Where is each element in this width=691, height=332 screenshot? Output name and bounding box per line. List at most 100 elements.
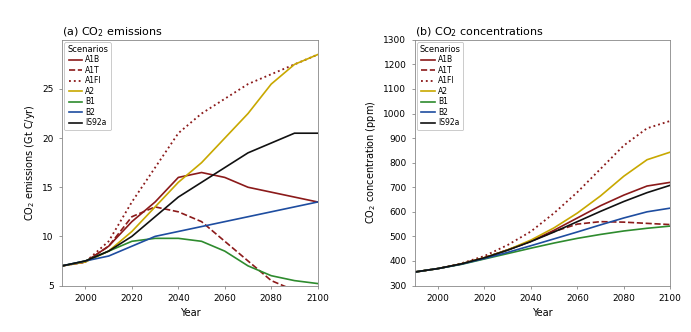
B1 — [82, 259, 90, 263]
B2 — [480, 257, 489, 261]
IS92a — [527, 240, 535, 244]
IS92a — [620, 200, 628, 204]
A1B — [198, 171, 206, 175]
B1 — [410, 270, 419, 274]
A1FI — [267, 72, 276, 76]
A1B — [480, 256, 489, 260]
Line: A1T: A1T — [415, 222, 670, 272]
A1T — [410, 270, 419, 274]
Text: (b) CO$_2$ concentrations: (b) CO$_2$ concentrations — [415, 26, 544, 40]
A1FI — [666, 119, 674, 123]
A1T — [314, 293, 322, 297]
A1B — [174, 175, 182, 179]
A1B — [244, 185, 252, 189]
B1 — [574, 236, 582, 240]
IS92a — [82, 259, 90, 263]
A1T — [527, 239, 535, 243]
A2 — [550, 226, 558, 230]
Legend: A1B, A1T, A1FI, A2, B1, B2, IS92a: A1B, A1T, A1FI, A2, B1, B2, IS92a — [417, 42, 464, 130]
A1B — [220, 175, 229, 179]
A1FI — [314, 52, 322, 56]
A2 — [198, 161, 206, 165]
IS92a — [220, 166, 229, 170]
A1FI — [128, 200, 136, 204]
A1B — [504, 248, 512, 252]
B1 — [267, 274, 276, 278]
A1B — [290, 195, 299, 199]
IS92a — [574, 220, 582, 224]
Text: (a) CO$_2$ emissions: (a) CO$_2$ emissions — [62, 26, 163, 40]
A1FI — [58, 264, 66, 268]
IS92a — [267, 141, 276, 145]
B1 — [244, 264, 252, 268]
A1T — [244, 259, 252, 263]
A1T — [643, 221, 651, 225]
A1T — [58, 264, 66, 268]
X-axis label: Year: Year — [180, 308, 200, 318]
A1B — [104, 244, 113, 248]
A1B — [620, 193, 628, 197]
A1B — [574, 216, 582, 220]
B2 — [267, 210, 276, 214]
A1T — [550, 229, 558, 233]
A2 — [58, 264, 66, 268]
A1T — [574, 222, 582, 226]
X-axis label: Year: Year — [532, 308, 553, 318]
B2 — [128, 244, 136, 248]
IS92a — [104, 249, 113, 253]
B2 — [290, 205, 299, 209]
IS92a — [128, 234, 136, 238]
B2 — [527, 244, 535, 248]
A1T — [504, 248, 512, 252]
B2 — [457, 262, 465, 266]
A1FI — [104, 239, 113, 243]
B1 — [290, 279, 299, 283]
A2 — [574, 211, 582, 215]
B2 — [104, 254, 113, 258]
B2 — [151, 234, 159, 238]
A2 — [314, 52, 322, 56]
IS92a — [410, 270, 419, 274]
Line: A1FI: A1FI — [62, 54, 318, 266]
A1T — [174, 210, 182, 214]
A2 — [434, 267, 442, 271]
IS92a — [198, 180, 206, 184]
IS92a — [643, 191, 651, 195]
A1FI — [198, 112, 206, 116]
A1T — [198, 220, 206, 224]
IS92a — [244, 151, 252, 155]
A1FI — [290, 62, 299, 66]
A1B — [314, 200, 322, 204]
Line: A1B: A1B — [415, 182, 670, 272]
A1B — [527, 239, 535, 243]
A1T — [104, 244, 113, 248]
A1B — [128, 220, 136, 224]
IS92a — [151, 215, 159, 219]
A1FI — [504, 243, 512, 247]
B1 — [151, 236, 159, 240]
B2 — [596, 223, 605, 227]
Line: B2: B2 — [62, 202, 318, 266]
A2 — [244, 112, 252, 116]
A2 — [596, 194, 605, 198]
B1 — [128, 239, 136, 243]
A1B — [151, 200, 159, 204]
Y-axis label: CO$_2$ concentration (ppm): CO$_2$ concentration (ppm) — [364, 101, 378, 224]
A1B — [58, 264, 66, 268]
IS92a — [457, 262, 465, 266]
B1 — [314, 282, 322, 286]
B1 — [104, 249, 113, 253]
A2 — [666, 150, 674, 154]
B1 — [666, 224, 674, 228]
A1B — [596, 204, 605, 208]
B2 — [82, 259, 90, 263]
A1FI — [620, 143, 628, 147]
B1 — [480, 257, 489, 261]
A2 — [151, 205, 159, 209]
B2 — [410, 270, 419, 274]
B2 — [504, 250, 512, 254]
A1B — [434, 267, 442, 271]
IS92a — [596, 209, 605, 213]
B1 — [174, 236, 182, 240]
IS92a — [174, 195, 182, 199]
